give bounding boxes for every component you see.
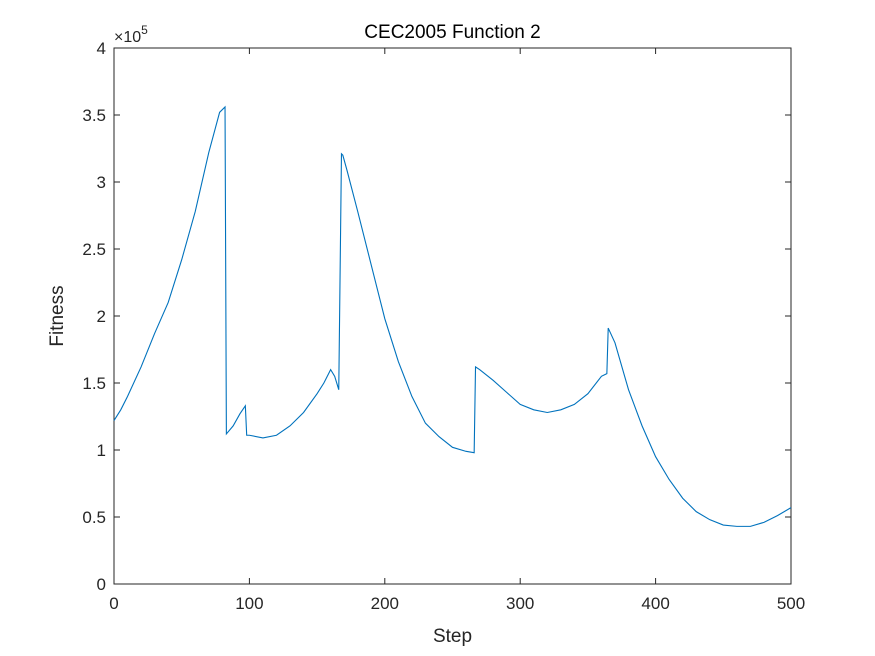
- x-tick-label: 300: [506, 594, 534, 613]
- plot-area: [113, 47, 792, 585]
- y-tick-label: 2: [97, 307, 106, 326]
- x-tick-label: 0: [109, 594, 118, 613]
- y-tick-label: 1.5: [82, 374, 106, 393]
- y-exponent-base: ×10: [114, 29, 141, 46]
- y-tick-label: 0.5: [82, 508, 106, 527]
- x-tick-label: 100: [235, 594, 263, 613]
- y-exponent-power: 5: [141, 23, 148, 37]
- chart-title: CEC2005 Function 2: [364, 22, 540, 43]
- series-line: [113, 105, 792, 527]
- x-tick-label: 400: [641, 594, 669, 613]
- x-tick-label: 500: [777, 594, 805, 613]
- y-tick-label: 2.5: [82, 240, 106, 259]
- tick-labels-layer: 0 100 200 300 400 500 0 0.5 1 1.5 2 2.5 3 3.5 4: [82, 39, 805, 613]
- x-tick-label: 200: [371, 594, 399, 613]
- y-tick-label: 3.5: [82, 106, 106, 125]
- y-tick-label: 4: [97, 39, 106, 58]
- ticks-layer: [113, 47, 792, 585]
- x-axis-title: Step: [433, 626, 472, 647]
- y-axis-exponent-label: ×105: [114, 23, 148, 46]
- y-tick-label: 0: [97, 575, 106, 594]
- y-axis-title: Fitness: [47, 285, 68, 346]
- y-tick-label: 1: [97, 441, 106, 460]
- y-tick-label: 3: [97, 173, 106, 192]
